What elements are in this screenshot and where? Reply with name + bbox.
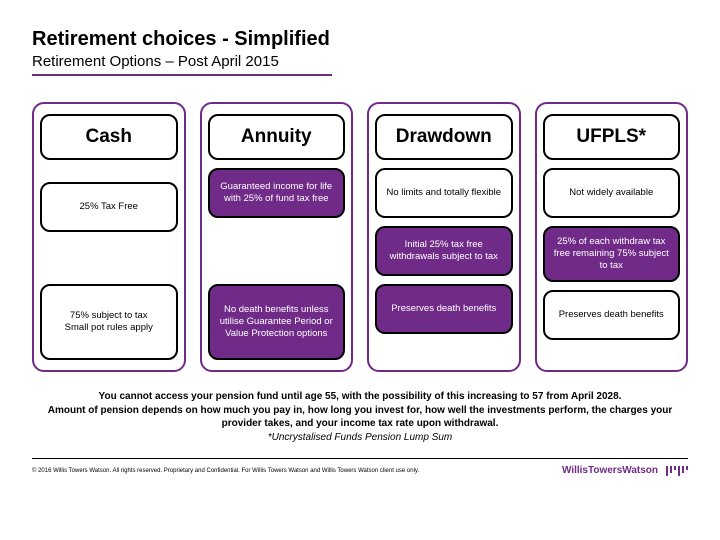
cell: Guaranteed income for life with 25% of f… bbox=[208, 168, 346, 218]
options-grid: Cash 25% Tax Free 75% subject to tax Sma… bbox=[32, 102, 688, 372]
title-underline bbox=[32, 74, 332, 76]
slide: Retirement choices - Simplified Retireme… bbox=[0, 0, 720, 540]
column-annuity: Annuity Guaranteed income for life with … bbox=[200, 102, 354, 372]
brand-logo: WillisTowersWatson bbox=[562, 465, 688, 476]
cell: No death benefits unless utilise Guarant… bbox=[208, 284, 346, 360]
cell: Not widely available bbox=[543, 168, 681, 218]
footnote: You cannot access your pension fund unti… bbox=[32, 390, 688, 444]
footer-divider bbox=[32, 458, 688, 459]
slide-subtitle: Retirement Options – Post April 2015 bbox=[32, 53, 688, 70]
cell: 25% of each withdraw tax free remaining … bbox=[543, 226, 681, 282]
slide-title: Retirement choices - Simplified bbox=[32, 28, 688, 51]
note-line: Amount of pension depends on how much yo… bbox=[42, 404, 678, 431]
brand-bars-icon bbox=[666, 466, 688, 476]
cell: Initial 25% tax free withdrawals subject… bbox=[375, 226, 513, 276]
column-header: UFPLS* bbox=[543, 114, 681, 160]
cell: 75% subject to tax Small pot rules apply bbox=[40, 284, 178, 360]
column-header: Cash bbox=[40, 114, 178, 160]
footer: © 2016 Willis Towers Watson. All rights … bbox=[32, 465, 688, 486]
copyright-text: © 2016 Willis Towers Watson. All rights … bbox=[32, 468, 419, 474]
note-line: You cannot access your pension fund unti… bbox=[42, 390, 678, 404]
brand-text: WillisTowersWatson bbox=[562, 465, 658, 476]
cell: No limits and totally flexible bbox=[375, 168, 513, 218]
column-ufpls: UFPLS* Not widely available 25% of each … bbox=[535, 102, 689, 372]
note-line: *Uncrystalised Funds Pension Lump Sum bbox=[42, 431, 678, 445]
column-drawdown: Drawdown No limits and totally flexible … bbox=[367, 102, 521, 372]
cell: 25% Tax Free bbox=[40, 182, 178, 232]
cell: Preserves death benefits bbox=[375, 284, 513, 334]
cell: Preserves death benefits bbox=[543, 290, 681, 340]
column-header: Annuity bbox=[208, 114, 346, 160]
column-cash: Cash 25% Tax Free 75% subject to tax Sma… bbox=[32, 102, 186, 372]
column-header: Drawdown bbox=[375, 114, 513, 160]
